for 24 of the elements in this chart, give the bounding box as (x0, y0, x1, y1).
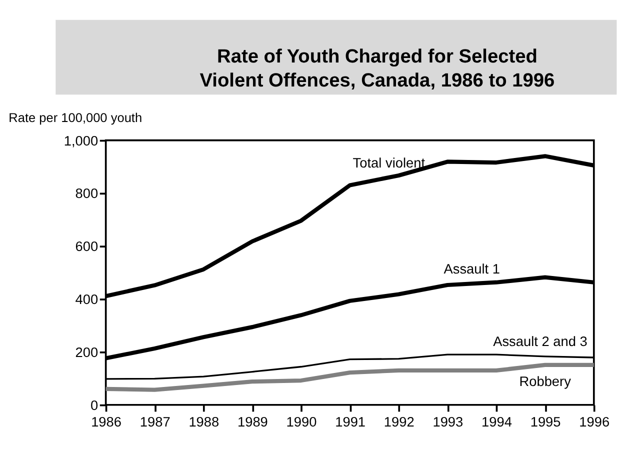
series-label: Robbery (519, 374, 572, 389)
y-tick-label: 600 (75, 239, 98, 254)
y-tick-label: 0 (90, 398, 98, 413)
y-tick-label: 1,000 (64, 133, 98, 148)
series-label: Total violent (352, 155, 426, 170)
x-tick-label: 1996 (579, 414, 610, 430)
x-tick-label: 1993 (432, 414, 464, 430)
x-tick-label: 1991 (335, 414, 366, 430)
y-tick-label: 800 (75, 186, 98, 202)
line-series (104, 362, 596, 392)
x-tick-label: 1987 (140, 414, 170, 430)
series-label: Assault 1 (444, 262, 500, 277)
x-tick-label: 1988 (188, 414, 220, 430)
chart-title: Rate of Youth Charged for Selected Violent Offences, Canada, 1986 to 1996 (200, 46, 555, 92)
x-tick-label: 1989 (237, 414, 268, 430)
x-tick-label: 1992 (384, 414, 414, 430)
series-label: Assault 2 and 3 (493, 334, 588, 350)
x-tick-label: 1995 (530, 414, 562, 430)
x-tick-label: 1990 (286, 414, 318, 430)
y-tick-label: 200 (75, 344, 98, 360)
x-tick-label: 1986 (91, 414, 122, 430)
y-tick-label: 400 (75, 292, 98, 308)
x-tick-label: 1994 (482, 414, 512, 430)
y-axis-title: Rate per 100,000 youth (8, 110, 142, 126)
